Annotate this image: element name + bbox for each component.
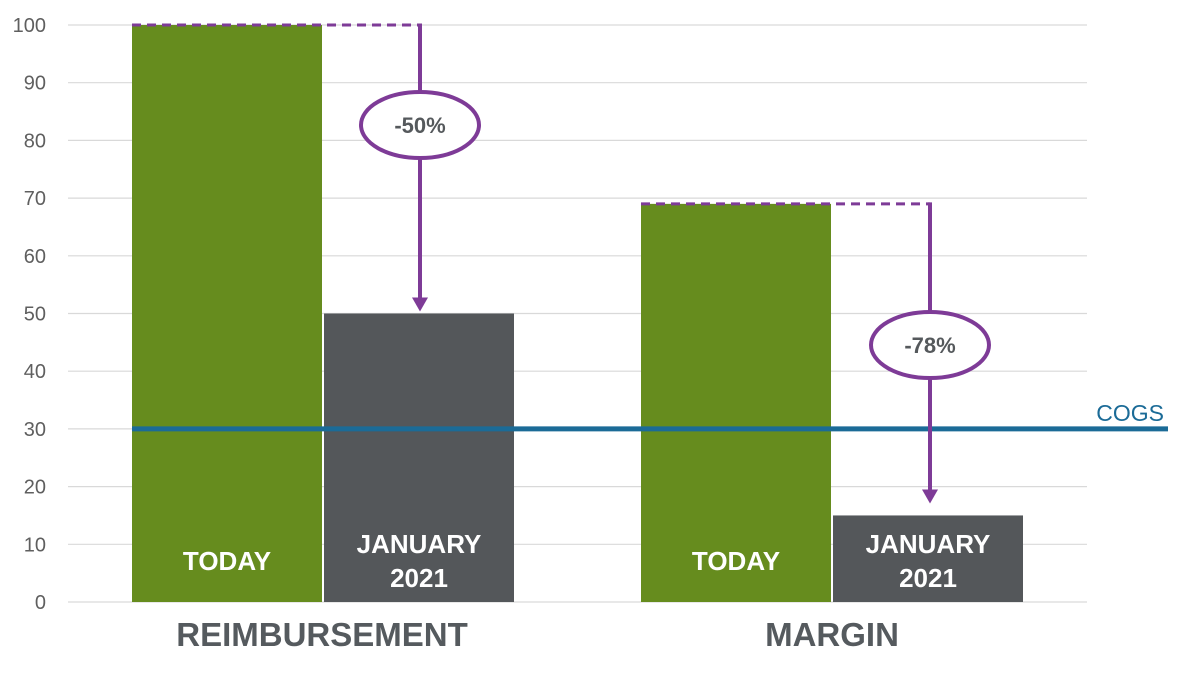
y-tick-label: 40 bbox=[24, 361, 46, 383]
y-tick-label: 50 bbox=[24, 304, 46, 326]
bar-label: 2021 bbox=[899, 563, 957, 593]
change-annotations: -50% -78% bbox=[132, 23, 991, 504]
arrow-head bbox=[922, 489, 938, 504]
bar-label: JANUARY bbox=[357, 529, 482, 559]
y-tick-label: 80 bbox=[24, 130, 46, 152]
change-badge bbox=[869, 310, 991, 380]
y-tick-label: 100 bbox=[13, 15, 46, 37]
bar-label: TODAY bbox=[692, 546, 780, 576]
y-tick-label: 10 bbox=[24, 534, 46, 556]
change-badge bbox=[359, 90, 481, 160]
y-tick-label: 0 bbox=[35, 592, 46, 614]
category-label: MARGIN bbox=[765, 616, 899, 653]
bar-january-2021 bbox=[833, 515, 1023, 602]
change-percent: -78% bbox=[904, 333, 955, 358]
category-labels: REIMBURSEMENT MARGIN bbox=[176, 616, 899, 653]
y-tick-label: 70 bbox=[24, 188, 46, 210]
y-tick-label: 20 bbox=[24, 477, 46, 499]
cogs-reference: COGS bbox=[132, 400, 1168, 432]
y-axis-ticks: 0 10 20 30 40 50 60 70 80 90 100 bbox=[13, 15, 46, 614]
bar-label: 2021 bbox=[390, 563, 448, 593]
bar-label: TODAY bbox=[183, 546, 271, 576]
change-percent: -50% bbox=[394, 113, 445, 138]
bar-today bbox=[641, 203, 831, 602]
y-tick-label: 90 bbox=[24, 73, 46, 95]
category-label: REIMBURSEMENT bbox=[176, 616, 468, 653]
bar-january-2021 bbox=[324, 313, 514, 602]
bar-today bbox=[132, 25, 322, 602]
bar-labels: TODAY JANUARY 2021 TODAY JANUARY 2021 bbox=[183, 529, 990, 593]
y-tick-label: 60 bbox=[24, 246, 46, 268]
arrow-head bbox=[412, 297, 428, 312]
bars bbox=[132, 25, 1023, 602]
cogs-label: COGS bbox=[1096, 400, 1164, 426]
bar-label: JANUARY bbox=[866, 529, 991, 559]
y-tick-label: 30 bbox=[24, 419, 46, 441]
